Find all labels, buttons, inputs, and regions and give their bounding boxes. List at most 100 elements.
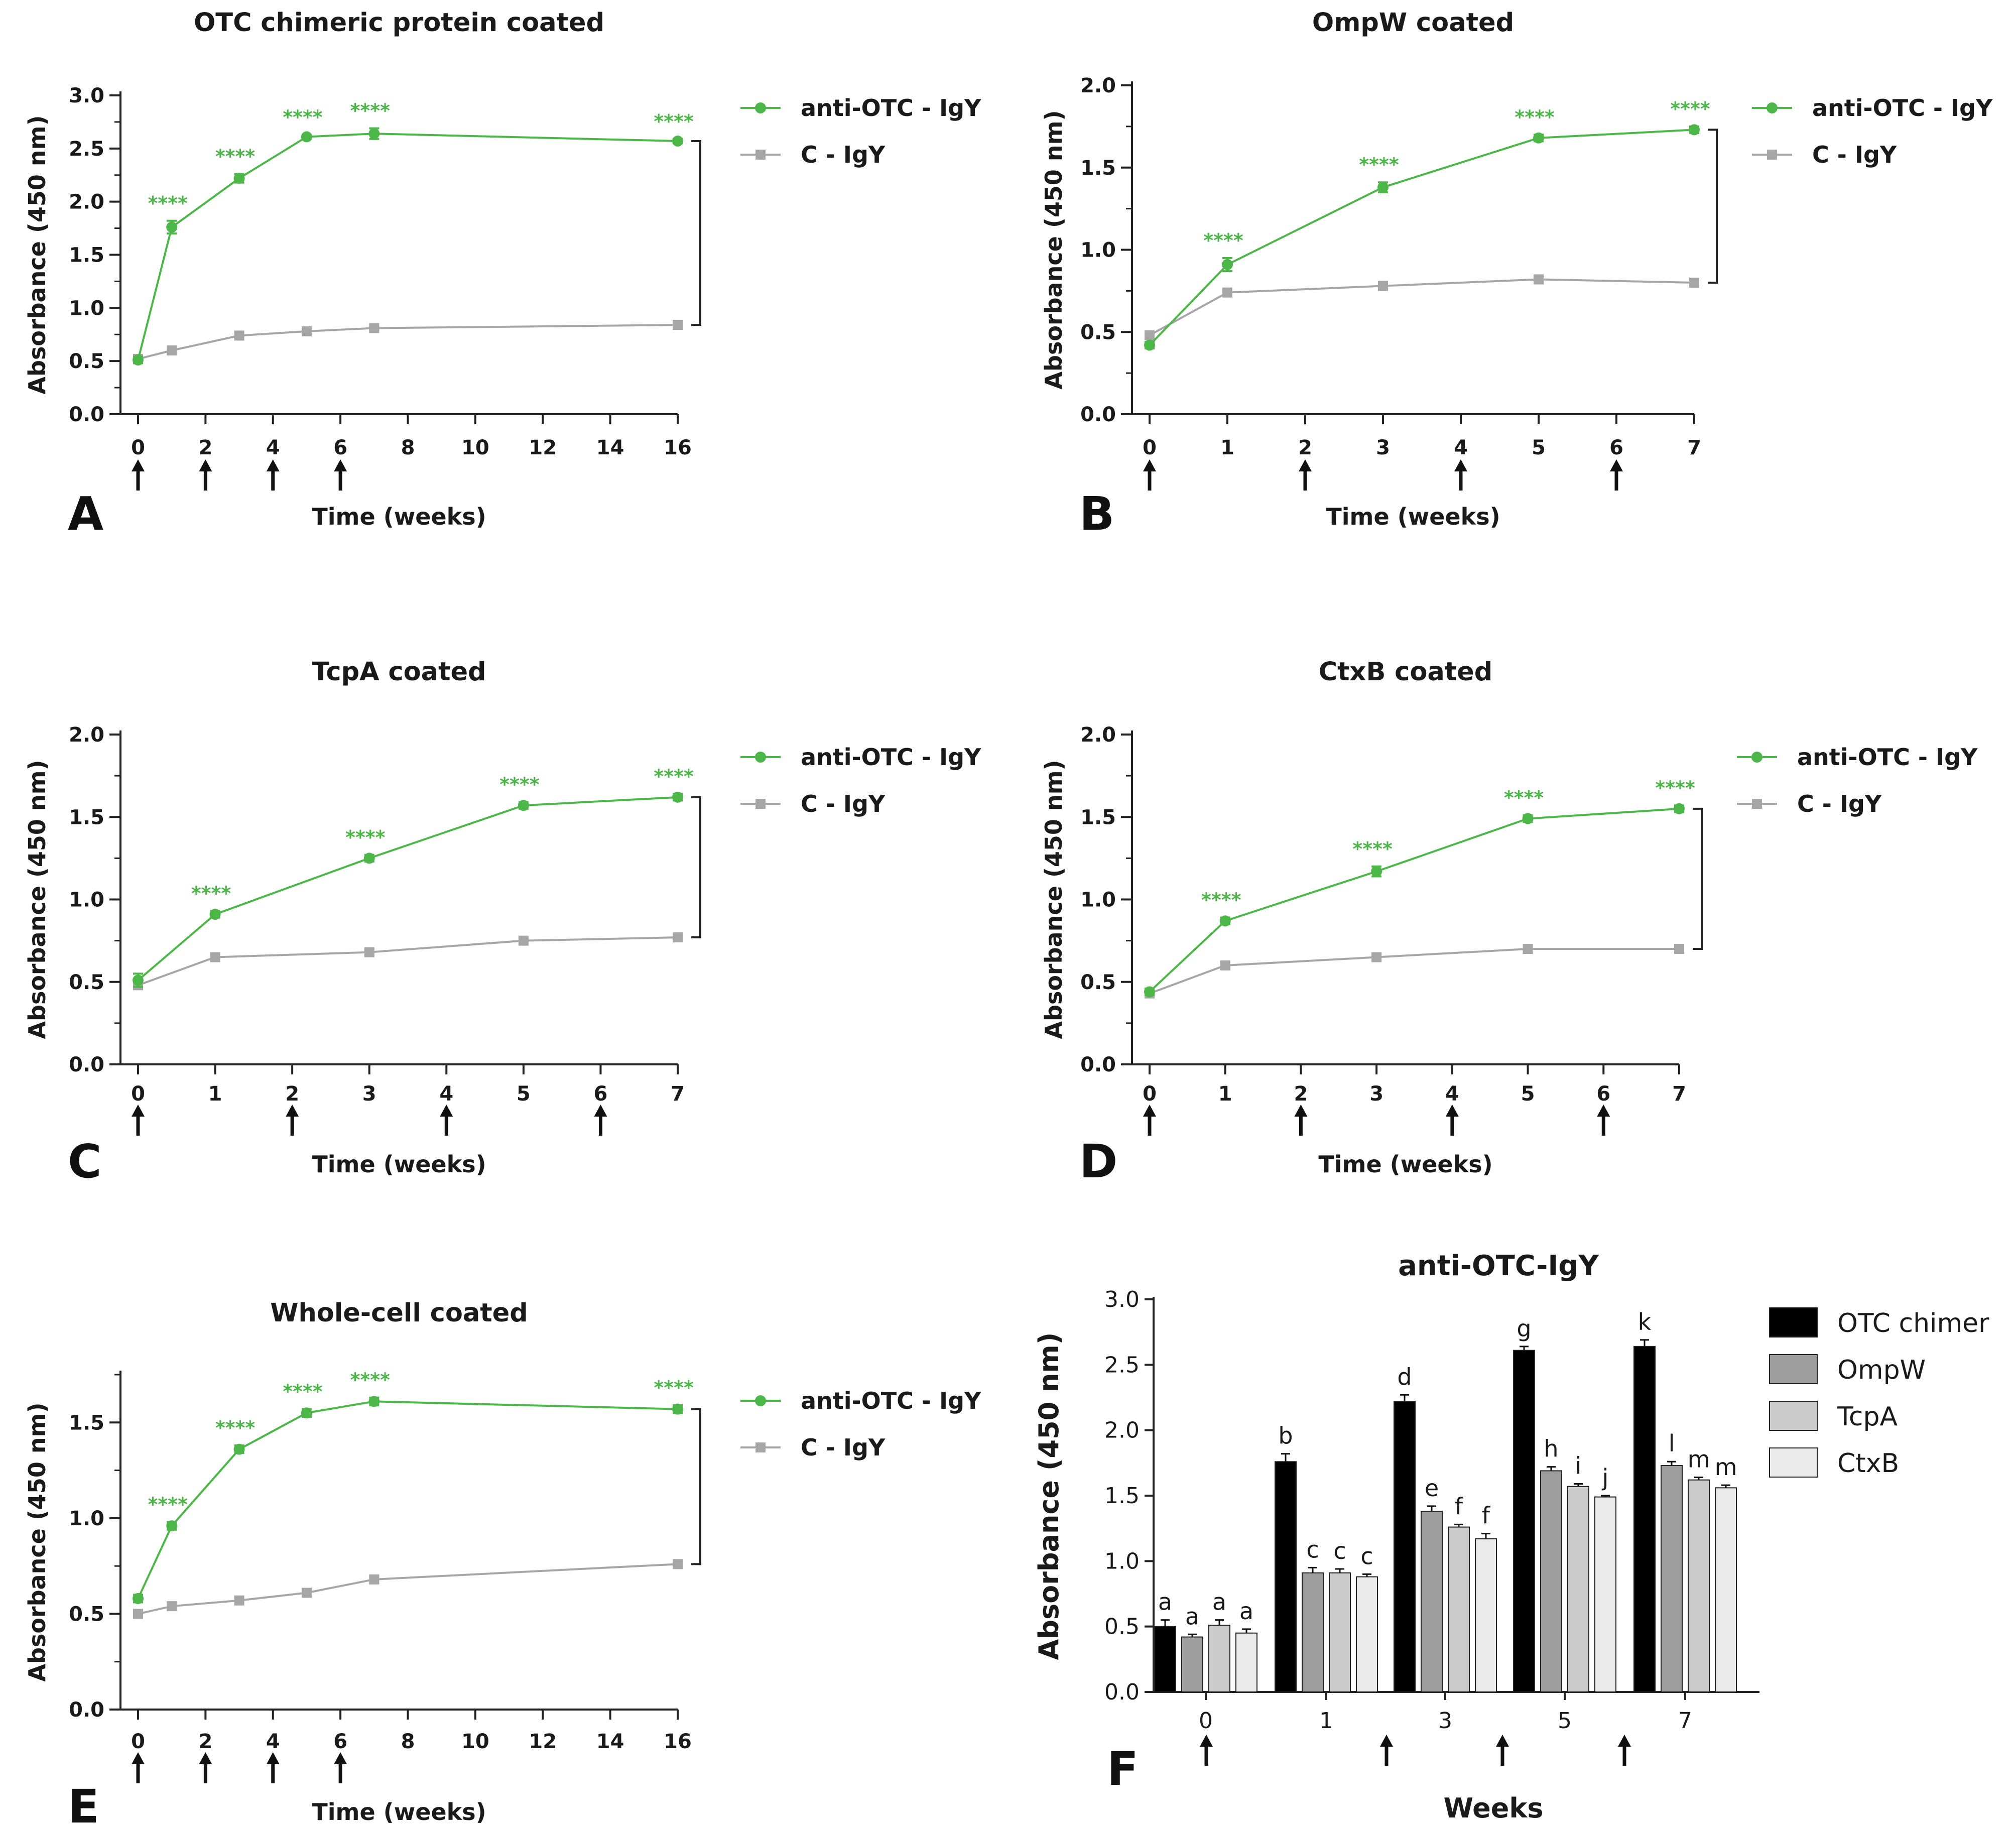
bar (1661, 1465, 1683, 1692)
x-tick-label: 6 (1609, 436, 1623, 459)
significance-stars: **** (1201, 889, 1241, 911)
significance-stars: **** (499, 774, 540, 796)
data-point-anti-otc (672, 1403, 683, 1415)
legend-label: anti-OTC - IgY (801, 1387, 981, 1414)
y-tick-label: 1.5 (69, 806, 104, 829)
data-point-anti-otc (301, 131, 312, 143)
data-point-anti-otc (368, 128, 380, 140)
x-tick-label: 1 (208, 1082, 222, 1106)
y-tick-label: 2.5 (69, 138, 104, 161)
x-tick-label: 3 (1369, 1082, 1383, 1106)
x-tick-label: 5 (1532, 436, 1546, 459)
bar (1275, 1461, 1297, 1692)
immunization-arrow-head (266, 1752, 280, 1764)
immunization-arrow-head (1299, 459, 1312, 471)
legend-label: C - IgY (1812, 141, 1897, 168)
data-point-anti-otc (672, 136, 683, 147)
data-point-control (1378, 281, 1388, 291)
x-tick-label: 5 (1558, 1708, 1572, 1734)
bar (1302, 1572, 1324, 1692)
bar (1594, 1496, 1616, 1693)
series-line-anti-otc (137, 133, 678, 360)
significance-stars: **** (215, 1417, 256, 1439)
legend-marker-anti-otc (755, 1395, 766, 1406)
legend-label: TcpA (1837, 1402, 1898, 1432)
significance-stars: **** (191, 882, 231, 904)
significance-stars: **** (1515, 106, 1555, 128)
y-tick-label: 1.5 (1080, 806, 1116, 829)
x-tick-label: 12 (529, 436, 557, 459)
panel-letter: F (1107, 1742, 1139, 1796)
x-tick-label: 16 (664, 436, 692, 459)
y-tick-label: 0.5 (1104, 1614, 1140, 1640)
significance-stars: **** (1352, 838, 1393, 860)
legend-label: anti-OTC - IgY (1797, 744, 1978, 771)
immunization-arrow-head (132, 1752, 145, 1764)
data-point-control (234, 330, 244, 341)
immunization-arrow-head (266, 459, 280, 471)
x-tick-label: 1 (1220, 436, 1234, 459)
significance-stars: **** (654, 110, 694, 133)
x-axis-title: Weeks (1444, 1792, 1544, 1824)
x-tick-label: 12 (529, 1730, 557, 1753)
x-tick-label: 2 (198, 1730, 212, 1753)
legend-marker-control (755, 799, 766, 809)
data-point-anti-otc (368, 1396, 380, 1407)
x-tick-label: 0 (131, 436, 145, 459)
x-tick-label: 8 (401, 1730, 415, 1753)
immunization-arrow-head (1294, 1105, 1308, 1117)
data-point-anti-otc (672, 791, 683, 803)
significance-stars: **** (148, 192, 188, 214)
data-point-control (167, 345, 177, 355)
data-point-anti-otc (133, 1593, 144, 1604)
x-tick-label: 14 (596, 1730, 624, 1753)
data-point-control (234, 1595, 244, 1606)
immunization-arrow-head (1143, 1105, 1156, 1117)
chart-title: anti-OTC-IgY (1398, 1250, 1599, 1282)
data-point-control (1371, 952, 1382, 962)
x-tick-label: 0 (131, 1082, 145, 1106)
data-point-control (210, 952, 220, 962)
chart-title: CtxB coated (1319, 657, 1493, 687)
legend-marker-control (1767, 150, 1777, 160)
y-axis-title: Absorbance (450 nm) (1040, 760, 1067, 1039)
data-point-anti-otc (166, 1520, 178, 1532)
legend-label: C - IgY (1797, 790, 1882, 817)
legend-marker-anti-otc (1751, 752, 1762, 763)
x-tick-label: 5 (517, 1082, 531, 1106)
data-point-anti-otc (1219, 915, 1231, 927)
data-point-control (518, 935, 529, 946)
bar (1421, 1511, 1443, 1693)
data-point-control (1222, 287, 1232, 298)
data-point-anti-otc (1522, 813, 1534, 824)
bar (1154, 1626, 1176, 1693)
y-tick-label: 1.5 (1080, 157, 1116, 180)
x-tick-label: 0 (1143, 1082, 1157, 1106)
x-tick-label: 4 (439, 1082, 453, 1106)
data-point-anti-otc (1377, 182, 1389, 193)
group-letter: j (1602, 1464, 1609, 1491)
significance-stars: **** (350, 1369, 391, 1391)
panel-E: Whole-cell coated 0.0 0.5 1.0 1.5 0 2 4 6 8 10 12 14… (24, 1298, 981, 1824)
y-tick-label: 1.0 (1080, 239, 1116, 262)
data-point-control (1220, 960, 1230, 970)
y-tick-label: 1.5 (1104, 1483, 1140, 1509)
immunization-arrow-head (1200, 1735, 1213, 1747)
x-axis-title: Time (weeks) (1318, 1151, 1492, 1178)
panel-B: OmpW coated 0.0 0.5 1.0 1.5 2.0 0 1 2 3 4 5 6 7 Time (… (1040, 8, 1993, 541)
group-letter: m (1715, 1453, 1737, 1481)
panel-D: CtxB coated 0.0 0.5 1.0 1.5 2.0 0 1 2 3 4 5 6 7 Time (… (1040, 657, 1978, 1188)
y-tick-label: 1.0 (1080, 889, 1116, 912)
significance-stars: **** (215, 146, 256, 168)
y-tick-label: 1.0 (69, 889, 104, 912)
series-line-control (138, 1563, 678, 1615)
x-tick-label: 2 (198, 436, 212, 459)
y-tick-label: 3.0 (69, 84, 104, 107)
bar (1540, 1470, 1562, 1693)
significance-stars: **** (283, 1381, 323, 1403)
data-point-control (1534, 274, 1544, 285)
legend-label: anti-OTC - IgY (1812, 94, 1993, 121)
y-tick-label: 0.5 (1080, 321, 1116, 344)
group-letter: b (1278, 1422, 1293, 1449)
